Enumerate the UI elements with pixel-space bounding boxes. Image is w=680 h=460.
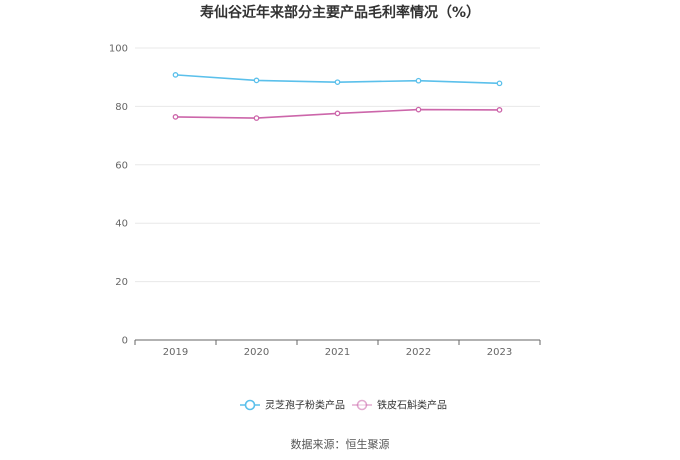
- chart-title: 寿仙谷近年来部分主要产品毛利率情况（%）: [199, 5, 481, 21]
- x-tick-label: 2023: [487, 347, 512, 358]
- data-source: 数据来源：恒生聚源: [290, 438, 390, 451]
- data-point: [496, 107, 503, 113]
- y-tick-label: 60: [115, 160, 128, 171]
- y-tick-label: 0: [122, 336, 128, 347]
- y-tick-label: 100: [109, 44, 128, 55]
- x-tick-label: 2021: [325, 347, 350, 358]
- legend-marker-2: [356, 399, 368, 411]
- x-tick-label: 2022: [406, 347, 431, 358]
- data-point: [172, 114, 179, 120]
- data-point: [334, 110, 341, 117]
- legend-label-2: 铁皮石斛类产品: [377, 399, 447, 412]
- data-point: [415, 77, 422, 84]
- legend-label-1: 灵芝孢子粉类产品: [265, 399, 345, 412]
- data-point: [172, 72, 179, 78]
- data-point: [415, 106, 422, 113]
- x-tick-label: 2020: [244, 347, 269, 358]
- y-tick-label: 40: [115, 219, 128, 230]
- data-point: [253, 77, 260, 84]
- y-tick-label: 20: [115, 277, 128, 288]
- x-tick-label: 2019: [163, 347, 188, 358]
- data-point: [253, 115, 260, 121]
- y-tick-label: 80: [115, 102, 128, 113]
- data-point: [496, 80, 503, 87]
- legend-marker-1: [244, 399, 256, 411]
- data-point: [334, 79, 341, 86]
